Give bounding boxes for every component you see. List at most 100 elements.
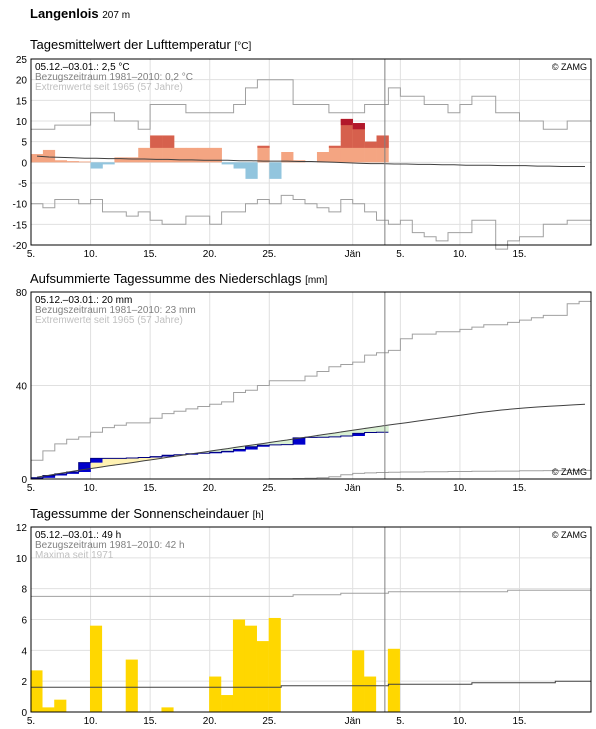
temperature-y-tick: -20	[13, 241, 28, 252]
precip-deviation-area	[245, 445, 258, 447]
precip-daily-increment	[352, 433, 365, 436]
precip-deviation-area	[150, 456, 163, 460]
station-header: Langenlois 207 m	[30, 6, 130, 21]
precip-daily-increment	[31, 477, 44, 479]
precipitation-y-tick: 0	[21, 475, 27, 486]
temperature-y-tick: -5	[18, 179, 27, 190]
precip-daily-increment	[233, 449, 246, 452]
precipitation-panel: Aufsummierte Tagessumme des Niederschlag…	[16, 271, 592, 494]
temp-bar-cold	[269, 162, 282, 179]
temperature-copyright: © ZAMG	[552, 62, 587, 72]
sunshine-info-line: Bezugszeitraum 1981–2010: 42 h	[35, 540, 185, 551]
temperature-y-tick: 5	[21, 138, 27, 149]
sunshine-x-tick: 25.	[262, 716, 276, 727]
station-name: Langenlois	[30, 6, 99, 21]
temperature-info-line: 05.12.–03.01.: 2,5 °C	[35, 62, 130, 73]
precip-daily-increment	[245, 446, 258, 450]
precipitation-copyright: © ZAMG	[552, 467, 587, 477]
temp-bar-cold	[221, 162, 234, 165]
sunshine-bar	[221, 695, 234, 712]
temperature-info-line: Bezugszeitraum 1981–2010: 0,2 °C	[35, 72, 193, 83]
temp-bar-warm	[209, 147, 222, 163]
station-altitude: 207 m	[102, 10, 131, 21]
temperature-y-tick: -10	[13, 200, 28, 211]
sunshine-y-tick: 12	[16, 523, 28, 534]
temp-bar-warm	[281, 152, 294, 163]
precipitation-x-tick: Jän	[345, 483, 361, 494]
temp-bar-warm	[31, 154, 44, 163]
temperature-x-tick: 20.	[203, 249, 217, 260]
temp-bar-cold	[245, 162, 258, 179]
sunshine-maxima-line	[31, 589, 591, 597]
precip-deviation-area	[257, 443, 270, 446]
temp-min-extreme-line	[31, 194, 591, 250]
precip-deviation-area	[114, 458, 127, 465]
sunshine-copyright: © ZAMG	[552, 530, 587, 540]
sunshine-y-tick: 4	[21, 646, 27, 657]
precipitation-info-line: 05.12.–03.01.: 20 mm	[35, 295, 132, 306]
sunshine-bar	[256, 641, 269, 712]
temperature-y-tick: -15	[13, 220, 28, 231]
temp-bar-anomaly	[364, 141, 377, 148]
sunshine-x-tick: 10.	[84, 716, 98, 727]
sunshine-bar	[30, 670, 43, 712]
precip-deviation-area	[90, 458, 103, 468]
temperature-x-tick: 25.	[262, 249, 276, 260]
precip-daily-increment	[66, 471, 79, 474]
precipitation-y-tick: 40	[16, 382, 28, 393]
temp-bar-warm	[197, 147, 211, 163]
temp-bar-anomaly	[257, 145, 270, 148]
temperature-title: Tagesmittelwert der Lufttemperatur [°C]	[30, 37, 251, 52]
sunshine-y-tick: 0	[21, 708, 27, 719]
sunshine-title-text: Tagessumme der Sonnenscheindauer	[30, 506, 250, 521]
sunshine-bar	[364, 676, 377, 712]
sunshine-y-tick: 6	[21, 616, 27, 627]
sunshine-info-line: Maxima seit 1971	[35, 550, 114, 561]
precipitation-x-tick: 5.	[27, 483, 35, 494]
precipitation-x-tick: 20.	[203, 483, 217, 494]
precipitation-info-line: Extremwerte seit 1965 (57 Jahre)	[35, 315, 183, 326]
temp-bar-anomaly	[328, 145, 342, 148]
sunshine-x-tick: 5.	[396, 716, 404, 727]
temp-bar-cold	[102, 162, 115, 165]
precip-deviation-area	[269, 441, 282, 445]
temperature-plot-area	[31, 59, 591, 245]
precip-deviation-area	[102, 458, 115, 466]
sunshine-bar	[54, 699, 67, 712]
precip-deviation-area	[352, 429, 365, 434]
temp-bar-extreme	[352, 123, 365, 130]
precipitation-x-tick: 10.	[84, 483, 98, 494]
sunshine-unit: [h]	[253, 510, 264, 521]
sunshine-x-tick: 15.	[143, 716, 157, 727]
temperature-y-tick: 15	[16, 96, 28, 107]
temperature-x-tick: Jän	[345, 249, 361, 260]
precipitation-title-text: Aufsummierte Tagessumme des Niederschlag…	[30, 271, 302, 286]
precip-deviation-area	[197, 452, 211, 454]
temp-bar-extreme	[340, 118, 354, 126]
temperature-frame	[30, 58, 592, 246]
precipitation-info-line: Bezugszeitraum 1981–2010: 23 mm	[35, 305, 196, 316]
temperature-x-tick: 15.	[143, 249, 157, 260]
precipitation-x-tick: 5.	[396, 483, 404, 494]
precip-deviation-area	[233, 446, 246, 450]
temp-bar-warm	[328, 145, 342, 163]
sunshine-bar	[125, 659, 138, 712]
precip-daily-increment	[162, 455, 175, 457]
precip-deviation-area	[138, 457, 151, 461]
temp-bar-warm	[138, 147, 151, 163]
precipitation-x-tick: 10.	[453, 483, 467, 494]
temperature-x-tick: 5.	[27, 249, 35, 260]
precip-daily-increment	[42, 475, 56, 478]
precip-daily-increment	[257, 445, 270, 447]
temperature-info-line: Extremwerte seit 1965 (57 Jahre)	[35, 82, 183, 93]
sunshine-frame	[30, 526, 592, 713]
precip-deviation-area	[209, 450, 222, 453]
temp-bar-anomaly	[340, 118, 354, 148]
temperature-y-tick: 20	[16, 76, 28, 87]
sunshine-y-tick: 10	[16, 554, 28, 565]
temperature-x-tick: 10.	[84, 249, 98, 260]
precip-max-line	[31, 300, 591, 461]
sunshine-bar	[387, 648, 400, 712]
precipitation-x-tick: 15.	[513, 483, 527, 494]
sunshine-normal-line	[31, 680, 591, 688]
